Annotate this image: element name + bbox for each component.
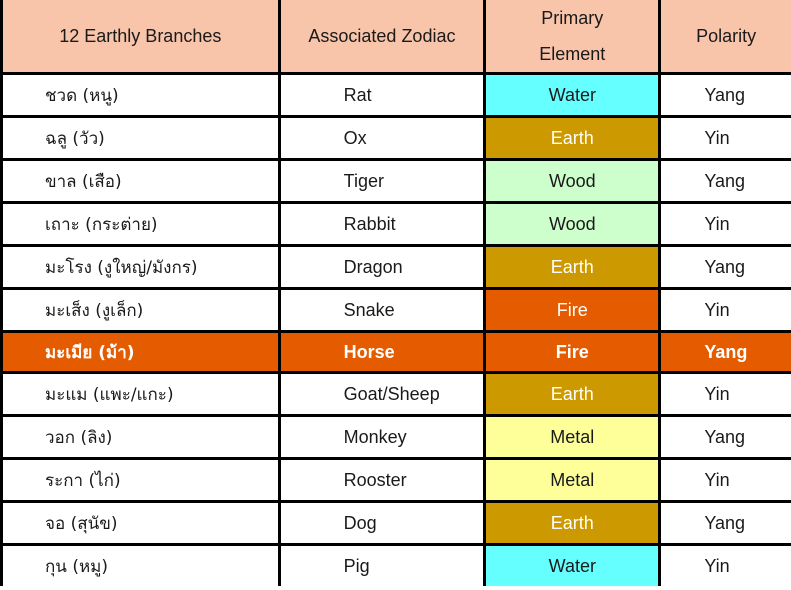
element-cell: Earth — [483, 115, 662, 161]
table-row: กุน (หมู) Pig Water Yin — [0, 543, 791, 586]
branch-cell: ฉลู (วัว) — [0, 115, 281, 161]
polarity-cell: Yang — [658, 158, 791, 204]
zodiac-cell: Rat — [277, 72, 487, 118]
element-cell: Wood — [483, 201, 662, 247]
table-row: มะโรง (งูใหญ่/มังกร) Dragon Earth Yang — [0, 244, 791, 290]
table-row: จอ (สุนัข) Dog Earth Yang — [0, 500, 791, 546]
header-polarity: Polarity — [658, 0, 791, 75]
element-cell: Water — [483, 72, 662, 118]
branch-cell: มะเมีย (ม้า) — [0, 330, 281, 374]
zodiac-cell: Pig — [277, 543, 487, 586]
branch-cell: วอก (ลิง) — [0, 414, 281, 460]
table-row: มะเส็ง (งูเล็ก) Snake Fire Yin — [0, 287, 791, 333]
polarity-cell: Yin — [658, 201, 791, 247]
element-cell: Wood — [483, 158, 662, 204]
table-row: ขาล (เสือ) Tiger Wood Yang — [0, 158, 791, 204]
branch-cell: ระกา (ไก่) — [0, 457, 281, 503]
zodiac-cell: Goat/Sheep — [277, 371, 487, 417]
zodiac-cell: Horse — [277, 330, 487, 374]
branch-cell: จอ (สุนัข) — [0, 500, 281, 546]
branch-cell: เถาะ (กระต่าย) — [0, 201, 281, 247]
zodiac-cell: Snake — [277, 287, 487, 333]
polarity-cell: Yang — [658, 244, 791, 290]
polarity-cell: Yang — [658, 330, 791, 374]
polarity-cell: Yin — [658, 115, 791, 161]
zodiac-cell: Rabbit — [277, 201, 487, 247]
table-row: มะแม (แพะ/แกะ) Goat/Sheep Earth Yin — [0, 371, 791, 417]
header-element-line1: Primary — [541, 8, 604, 28]
table-row: วอก (ลิง) Monkey Metal Yang — [0, 414, 791, 460]
header-row: 12 Earthly Branches Associated Zodiac Pr… — [0, 0, 791, 75]
table-row: ฉลู (วัว) Ox Earth Yin — [0, 115, 791, 161]
branch-cell: ชวด (หนู) — [0, 72, 281, 118]
element-cell: Earth — [483, 371, 662, 417]
zodiac-cell: Rooster — [277, 457, 487, 503]
table-row: เถาะ (กระต่าย) Rabbit Wood Yin — [0, 201, 791, 247]
polarity-cell: Yang — [658, 414, 791, 460]
table-row: ชวด (หนู) Rat Water Yang — [0, 72, 791, 118]
table-row-highlighted: มะเมีย (ม้า) Horse Fire Yang — [0, 330, 791, 374]
element-cell: Earth — [483, 500, 662, 546]
zodiac-cell: Dog — [277, 500, 487, 546]
element-cell: Water — [483, 543, 662, 586]
zodiac-cell: Monkey — [277, 414, 487, 460]
branch-cell: กุน (หมู) — [0, 543, 281, 586]
table-row: ระกา (ไก่) Rooster Metal Yin — [0, 457, 791, 503]
header-zodiac: Associated Zodiac — [277, 0, 487, 75]
polarity-cell: Yin — [658, 457, 791, 503]
branch-cell: มะแม (แพะ/แกะ) — [0, 371, 281, 417]
polarity-cell: Yang — [658, 500, 791, 546]
polarity-cell: Yin — [658, 543, 791, 586]
zodiac-cell: Ox — [277, 115, 487, 161]
polarity-cell: Yin — [658, 371, 791, 417]
polarity-cell: Yang — [658, 72, 791, 118]
branch-cell: มะเส็ง (งูเล็ก) — [0, 287, 281, 333]
header-branches: 12 Earthly Branches — [0, 0, 281, 75]
header-element: Primary Element — [483, 0, 662, 75]
element-cell: Fire — [483, 287, 662, 333]
branch-cell: ขาล (เสือ) — [0, 158, 281, 204]
element-cell: Earth — [483, 244, 662, 290]
element-cell: Metal — [483, 457, 662, 503]
element-cell: Fire — [483, 330, 662, 374]
branch-cell: มะโรง (งูใหญ่/มังกร) — [0, 244, 281, 290]
header-element-line2: Element — [539, 44, 606, 64]
element-cell: Metal — [483, 414, 662, 460]
zodiac-cell: Tiger — [277, 158, 487, 204]
zodiac-cell: Dragon — [277, 244, 487, 290]
polarity-cell: Yin — [658, 287, 791, 333]
